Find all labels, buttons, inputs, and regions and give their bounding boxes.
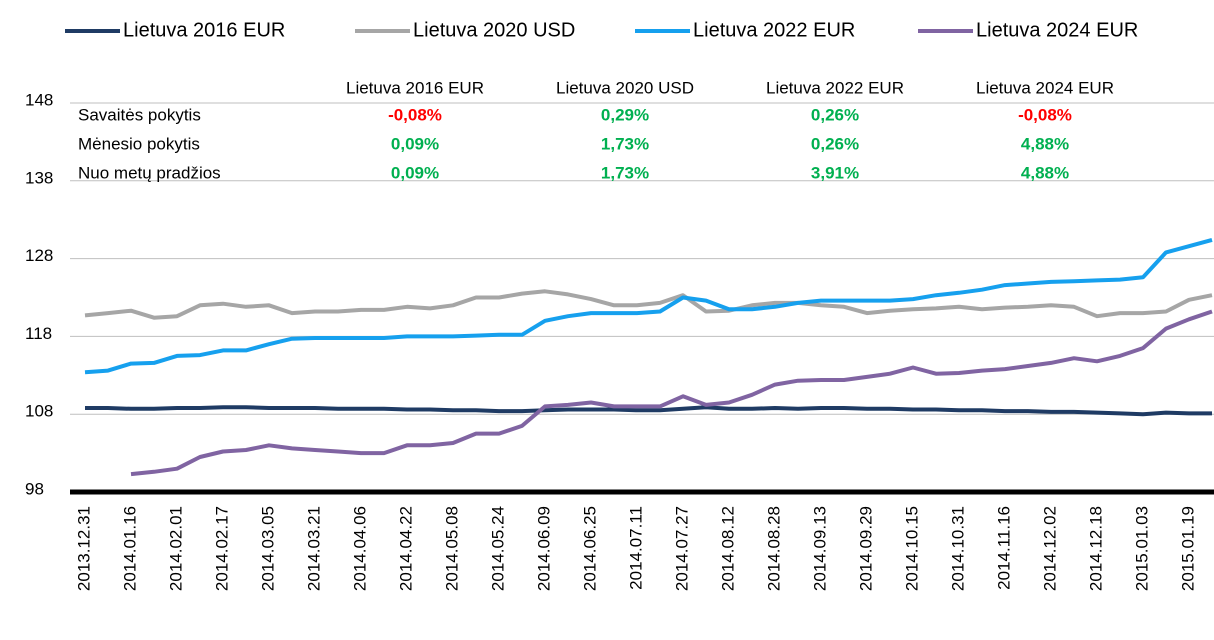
x-tick-label: 2014.11.16 (994, 506, 1013, 590)
row-label: Nuo metų pradžios (78, 163, 221, 182)
x-tick-label: 2014.01.16 (120, 506, 139, 591)
x-tick-label: 2014.08.12 (718, 506, 737, 591)
table-cell: -0,08% (388, 105, 442, 124)
x-tick-label: 2015.01.03 (1132, 506, 1151, 591)
legend-label: Lietuva 2016 EUR (123, 19, 285, 41)
series-line (84, 237, 1213, 375)
x-tick-label: 2014.02.17 (212, 506, 231, 591)
legend-label: Lietuva 2022 EUR (693, 19, 855, 41)
x-tick-label: 2014.07.27 (672, 506, 691, 591)
x-tick-label: 2014.08.28 (764, 506, 783, 591)
x-tick-label: 2014.09.29 (856, 506, 875, 591)
x-tick-label: 2014.10.31 (948, 506, 967, 591)
series-line (84, 289, 1213, 320)
y-tick-label: 128 (25, 246, 53, 265)
x-tick-label: 2014.05.08 (442, 506, 461, 591)
x-tick-label: 2013.12.31 (74, 506, 93, 591)
x-tick-label: 2014.06.09 (534, 506, 553, 591)
y-tick-label: 148 (25, 90, 53, 109)
table-cell: -0,08% (1018, 105, 1072, 124)
x-tick-label: 2014.02.01 (166, 506, 185, 591)
x-tick-label: 2014.10.15 (902, 506, 921, 591)
table-cell: 0,29% (601, 105, 649, 124)
x-tick-label: 2015.01.19 (1178, 506, 1197, 591)
x-tick-label: 2014.09.13 (810, 506, 829, 591)
y-tick-label: 98 (25, 479, 44, 498)
table-cell: 0,26% (811, 134, 859, 153)
series-line (85, 405, 1212, 417)
table-cell: 4,88% (1021, 163, 1069, 182)
table-cell: 0,09% (391, 134, 439, 153)
x-tick-label: 2014.12.02 (1040, 506, 1059, 591)
x-tick-label: 2014.04.22 (396, 506, 415, 591)
y-tick-label: 138 (25, 168, 53, 187)
x-tick-label: 2014.12.18 (1086, 506, 1105, 591)
y-tick-label: 108 (25, 402, 53, 421)
x-tick-label: 2014.05.24 (488, 506, 507, 591)
table-cell: 1,73% (601, 163, 649, 182)
table-header: Lietuva 2024 EUR (976, 78, 1114, 97)
table-cell: 1,73% (601, 134, 649, 153)
table-cell: 0,26% (811, 105, 859, 124)
table-header: Lietuva 2016 EUR (346, 78, 484, 97)
table-cell: 3,91% (811, 163, 859, 182)
x-tick-label: 2014.03.21 (304, 506, 323, 591)
legend-label: Lietuva 2024 EUR (976, 19, 1138, 41)
legend-label: Lietuva 2020 USD (413, 19, 575, 41)
series-line (130, 309, 1213, 477)
row-label: Mėnesio pokytis (78, 134, 200, 153)
x-tick-label: 2014.07.11 (626, 506, 645, 590)
table-cell: 4,88% (1021, 134, 1069, 153)
x-tick-label: 2014.06.25 (580, 506, 599, 591)
table-header: Lietuva 2020 USD (556, 78, 694, 97)
table-cell: 0,09% (391, 163, 439, 182)
x-tick-label: 2014.04.06 (350, 506, 369, 591)
row-label: Savaitės pokytis (78, 105, 201, 124)
x-tick-label: 2014.03.05 (258, 506, 277, 591)
y-tick-label: 118 (25, 324, 52, 343)
table-header: Lietuva 2022 EUR (766, 78, 904, 97)
